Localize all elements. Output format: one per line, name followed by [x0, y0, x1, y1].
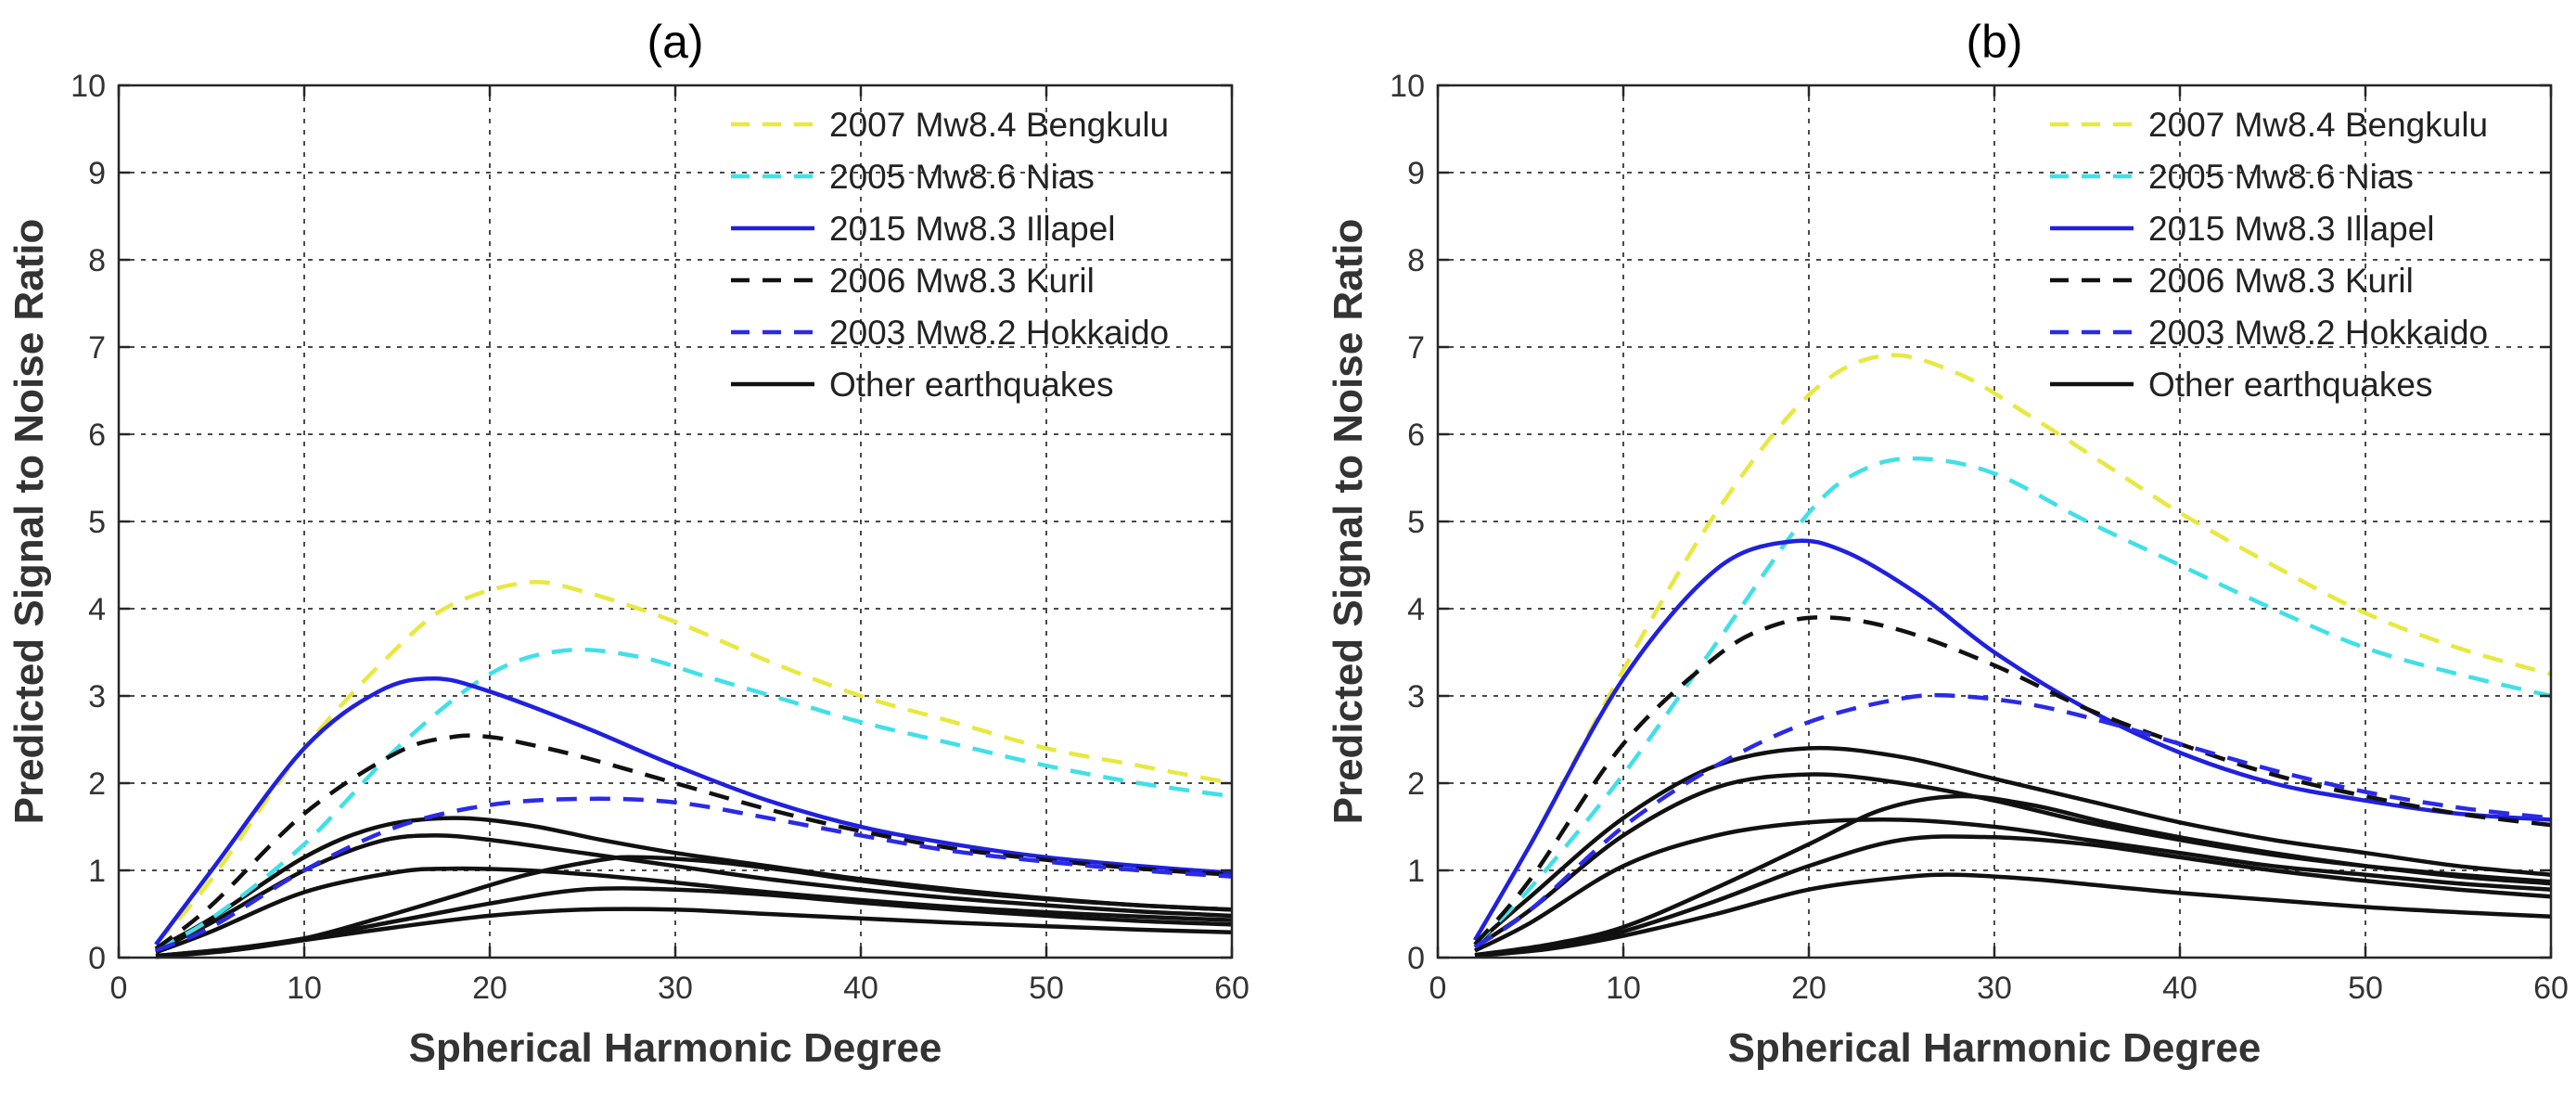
legend-entry: 2007 Mw8.4 Bengkulu [829, 106, 1169, 144]
y-tick-label: 6 [88, 418, 106, 453]
x-axis-label: Spherical Harmonic Degree [409, 1025, 942, 1071]
series-line-other-earthquakes-4 [155, 855, 1233, 959]
series-line-other-earthquakes-3 [1473, 817, 2552, 953]
y-tick-label: 2 [1407, 766, 1425, 802]
y-tick-label: 4 [1407, 592, 1425, 627]
x-tick-label: 20 [472, 971, 507, 1006]
series-line-other-earthquakes-6 [1474, 872, 2552, 959]
x-tick-label: 0 [110, 971, 128, 1006]
y-tick-label: 10 [70, 69, 106, 104]
y-tick-label: 2 [88, 766, 106, 802]
series-line-2015-mw8-3-illapel [1473, 538, 2552, 942]
x-tick-label: 30 [1977, 971, 2012, 1006]
y-tick-label: 0 [1407, 941, 1425, 976]
chart-title: (a) [647, 16, 703, 68]
y-axis-label: Predicted Signal to Noise Ratio [1326, 219, 1371, 825]
y-tick-label: 4 [88, 592, 106, 627]
y-tick-label: 1 [88, 854, 106, 889]
x-tick-label: 10 [287, 971, 322, 1006]
series-line-other-earthquakes-4 [1474, 793, 2552, 958]
x-tick-label: 60 [2533, 971, 2569, 1006]
series-line-2006-mw8-3-kuril [1473, 615, 2552, 946]
y-tick-label: 8 [88, 243, 106, 278]
legend-entry: 2003 Mw8.2 Hokkaido [829, 314, 1169, 352]
series-line-2005-mw8-6-nias [154, 647, 1233, 951]
panel-b: 0 10 20 30 40 50 60 0 1 2 3 4 5 6 7 8 9 10 (b) Spherical Ha… [1326, 16, 2569, 1071]
series-line-other-earthquakes-5 [155, 886, 1233, 959]
legend-entry: 2015 Mw8.3 Illapel [2148, 210, 2435, 248]
y-tick-label: 0 [88, 941, 106, 976]
legend-entry: 2005 Mw8.6 Nias [2148, 158, 2414, 196]
legend: 2007 Mw8.4 Bengkulu 2005 Mw8.6 Nias 2015 M… [2050, 106, 2488, 404]
y-tick-label: 9 [1407, 156, 1425, 191]
y-tick-label: 7 [88, 330, 106, 366]
y-tick-label: 5 [1407, 505, 1425, 540]
y-tick-label: 8 [1407, 243, 1425, 278]
y-tick-label: 10 [1390, 69, 1425, 104]
x-tick-label: 50 [2348, 971, 2383, 1006]
x-tick-label: 60 [1214, 971, 1250, 1006]
x-tick-label: 0 [1429, 971, 1447, 1006]
y-tick-label: 1 [1407, 854, 1425, 889]
legend-entry: 2007 Mw8.4 Bengkulu [2148, 106, 2488, 144]
legend-entry: Other earthquakes [829, 366, 1113, 404]
legend-entry: 2003 Mw8.2 Hokkaido [2148, 314, 2488, 352]
x-tick-label: 20 [1791, 971, 1826, 1006]
y-tick-label: 3 [88, 679, 106, 714]
x-axis-label: Spherical Harmonic Degree [1728, 1025, 2262, 1071]
series-line-2005-mw8-6-nias [1473, 456, 2552, 946]
series-line-other-earthquakes-6 [155, 907, 1233, 959]
y-tick-label: 6 [1407, 418, 1425, 453]
series-line-other-earthquakes-5 [1474, 834, 2552, 959]
series-line-2015-mw8-3-illapel [154, 676, 1233, 946]
series-line-other-earthquakes-1 [1473, 745, 2552, 946]
series-line-2003-mw8-2-hokkaido [155, 796, 1233, 953]
y-axis-label: Predicted Signal to Noise Ratio [6, 219, 52, 825]
legend: 2007 Mw8.4 Bengkulu 2005 Mw8.6 Nias 2015 M… [731, 106, 1169, 404]
series-line-2007-mw8-4-bengkulu [1473, 353, 2552, 942]
x-tick-label: 30 [658, 971, 693, 1006]
legend-entry: 2015 Mw8.3 Illapel [829, 210, 1116, 248]
series-line-2003-mw8-2-hokkaido [1473, 692, 2552, 949]
x-tick-label: 40 [843, 971, 878, 1006]
y-tick-label: 5 [88, 505, 106, 540]
series-line-other-earthquakes-3 [155, 866, 1233, 955]
x-tick-label: 10 [1606, 971, 1641, 1006]
panel-a: 0 10 20 30 40 50 60 0 1 2 3 4 5 6 7 8 9 10 (a) Spherical Ha… [6, 16, 1250, 1071]
x-tick-label: 40 [2162, 971, 2198, 1006]
legend-entry: 2005 Mw8.6 Nias [829, 158, 1095, 196]
legend-entry: Other earthquakes [2148, 366, 2432, 404]
x-tick-label: 50 [1029, 971, 1064, 1006]
y-tick-label: 7 [1407, 330, 1425, 366]
y-tick-label: 9 [88, 156, 106, 191]
legend-entry: 2006 Mw8.3 Kuril [2148, 262, 2414, 300]
y-tick-label: 3 [1407, 679, 1425, 714]
legend-entry: 2006 Mw8.3 Kuril [829, 262, 1095, 300]
chart-title: (b) [1966, 16, 2022, 68]
